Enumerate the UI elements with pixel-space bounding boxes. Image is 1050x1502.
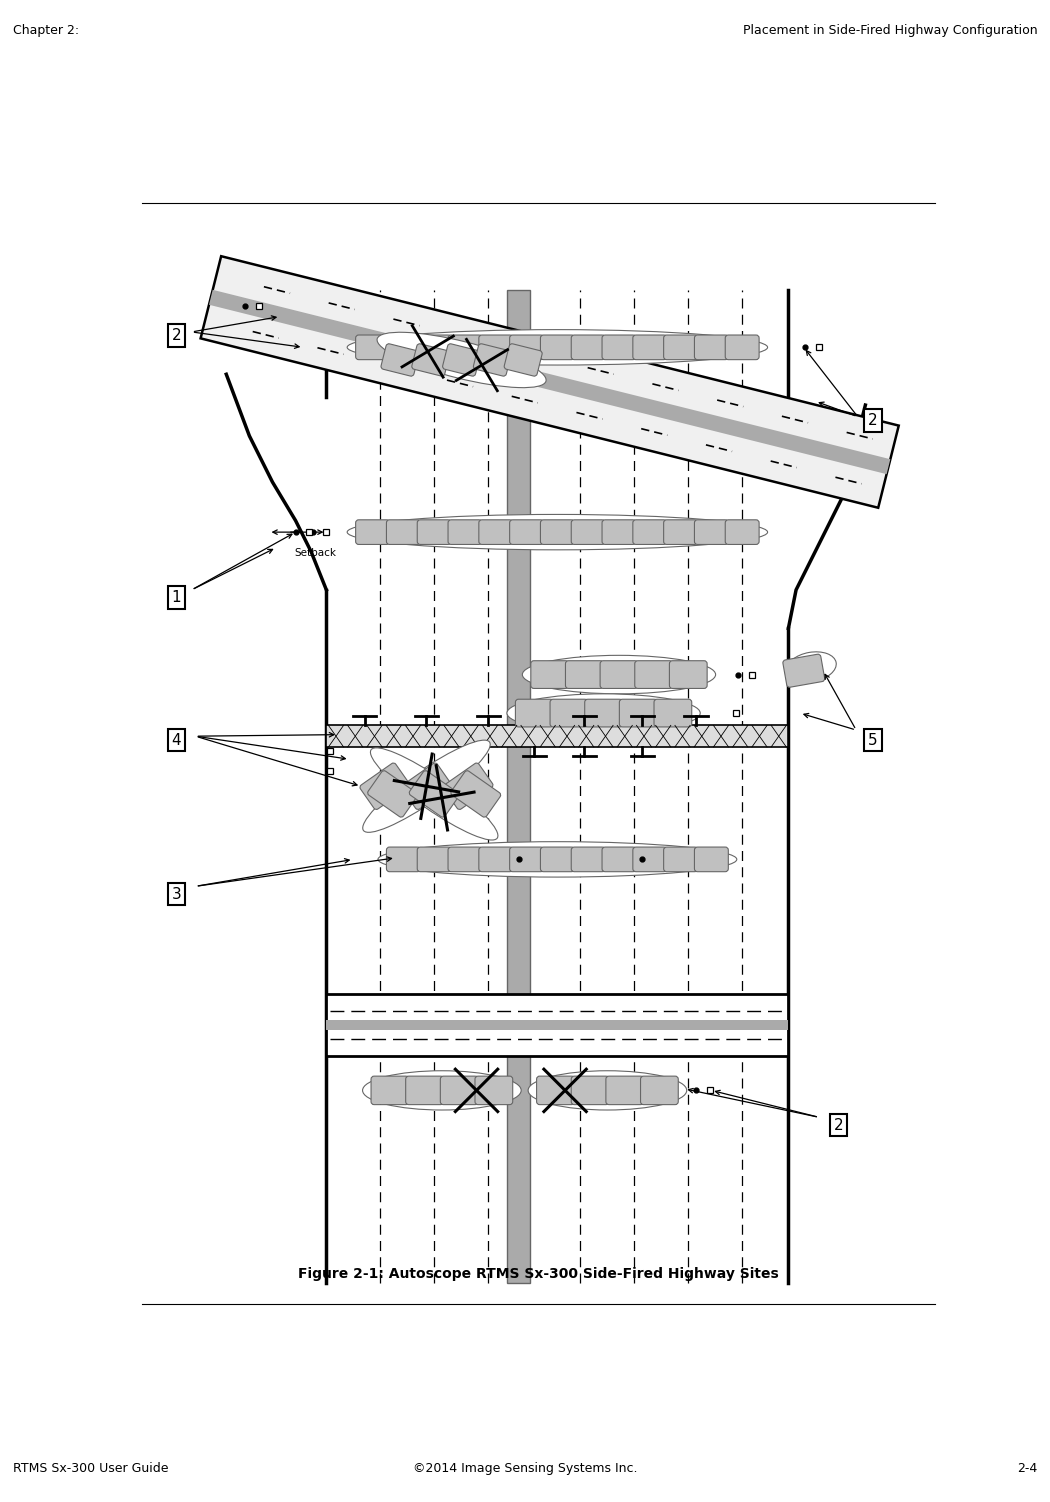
- FancyBboxPatch shape: [566, 661, 603, 688]
- FancyBboxPatch shape: [537, 1075, 574, 1104]
- FancyBboxPatch shape: [386, 335, 420, 359]
- FancyBboxPatch shape: [602, 520, 636, 544]
- Ellipse shape: [371, 748, 498, 840]
- FancyBboxPatch shape: [585, 700, 623, 727]
- FancyBboxPatch shape: [448, 335, 482, 359]
- FancyBboxPatch shape: [417, 520, 452, 544]
- FancyBboxPatch shape: [440, 1075, 478, 1104]
- Bar: [327, 994, 789, 1056]
- FancyBboxPatch shape: [443, 344, 481, 376]
- Text: RTMS Sx-300 User Guide: RTMS Sx-300 User Guide: [13, 1461, 168, 1475]
- Polygon shape: [209, 290, 890, 475]
- FancyBboxPatch shape: [479, 335, 512, 359]
- Polygon shape: [201, 257, 899, 508]
- FancyBboxPatch shape: [571, 1075, 609, 1104]
- FancyBboxPatch shape: [474, 344, 511, 376]
- FancyBboxPatch shape: [450, 771, 501, 817]
- Ellipse shape: [348, 514, 768, 550]
- FancyBboxPatch shape: [356, 335, 390, 359]
- FancyBboxPatch shape: [783, 655, 824, 688]
- Ellipse shape: [378, 841, 737, 877]
- Text: Figure 2-1: Autoscope RTMS Sx-300 Side-Fired Highway Sites: Figure 2-1: Autoscope RTMS Sx-300 Side-F…: [298, 1268, 778, 1281]
- Ellipse shape: [786, 652, 836, 682]
- FancyBboxPatch shape: [640, 1075, 678, 1104]
- FancyBboxPatch shape: [541, 847, 574, 871]
- FancyBboxPatch shape: [386, 847, 420, 871]
- Text: 2: 2: [868, 413, 878, 428]
- Ellipse shape: [377, 332, 546, 388]
- Text: ©2014 Image Sensing Systems Inc.: ©2014 Image Sensing Systems Inc.: [413, 1461, 637, 1475]
- Ellipse shape: [362, 740, 490, 832]
- Text: 2-4: 2-4: [1017, 1461, 1037, 1475]
- FancyBboxPatch shape: [602, 847, 636, 871]
- FancyBboxPatch shape: [654, 700, 692, 727]
- FancyBboxPatch shape: [410, 771, 459, 817]
- FancyBboxPatch shape: [601, 661, 637, 688]
- FancyBboxPatch shape: [504, 344, 542, 376]
- Text: 2: 2: [834, 1117, 843, 1133]
- Ellipse shape: [522, 655, 716, 694]
- FancyBboxPatch shape: [550, 700, 588, 727]
- FancyBboxPatch shape: [633, 335, 667, 359]
- Text: 2: 2: [171, 329, 181, 344]
- FancyBboxPatch shape: [606, 1075, 644, 1104]
- FancyBboxPatch shape: [635, 661, 672, 688]
- FancyBboxPatch shape: [726, 520, 759, 544]
- FancyBboxPatch shape: [401, 763, 452, 810]
- Ellipse shape: [507, 694, 700, 733]
- FancyBboxPatch shape: [509, 520, 544, 544]
- FancyBboxPatch shape: [405, 1075, 443, 1104]
- Text: Placement in Side-Fired Highway Configuration: Placement in Side-Fired Highway Configur…: [742, 24, 1037, 38]
- FancyBboxPatch shape: [694, 520, 729, 544]
- Bar: [327, 725, 789, 746]
- FancyBboxPatch shape: [356, 520, 390, 544]
- FancyBboxPatch shape: [633, 847, 667, 871]
- FancyBboxPatch shape: [571, 847, 605, 871]
- FancyBboxPatch shape: [664, 847, 697, 871]
- FancyBboxPatch shape: [664, 520, 697, 544]
- Text: 5: 5: [868, 733, 878, 748]
- FancyBboxPatch shape: [386, 520, 420, 544]
- FancyBboxPatch shape: [531, 661, 568, 688]
- FancyBboxPatch shape: [633, 520, 667, 544]
- FancyBboxPatch shape: [516, 700, 553, 727]
- FancyBboxPatch shape: [664, 335, 697, 359]
- Text: 3: 3: [171, 886, 181, 901]
- FancyBboxPatch shape: [448, 847, 482, 871]
- Text: Setback: Setback: [294, 548, 336, 557]
- FancyBboxPatch shape: [448, 520, 482, 544]
- FancyBboxPatch shape: [443, 763, 493, 810]
- Ellipse shape: [528, 1071, 687, 1110]
- Ellipse shape: [362, 1071, 521, 1110]
- FancyBboxPatch shape: [412, 344, 449, 376]
- FancyBboxPatch shape: [670, 661, 707, 688]
- Bar: [507, 290, 530, 1283]
- Text: 1: 1: [171, 590, 181, 605]
- FancyBboxPatch shape: [571, 335, 605, 359]
- Text: Chapter 2:: Chapter 2:: [13, 24, 79, 38]
- FancyBboxPatch shape: [602, 335, 636, 359]
- FancyBboxPatch shape: [371, 1075, 408, 1104]
- Text: 4: 4: [171, 733, 181, 748]
- FancyBboxPatch shape: [509, 847, 544, 871]
- FancyBboxPatch shape: [417, 335, 452, 359]
- FancyBboxPatch shape: [571, 520, 605, 544]
- FancyBboxPatch shape: [475, 1075, 512, 1104]
- FancyBboxPatch shape: [381, 344, 419, 376]
- FancyBboxPatch shape: [620, 700, 657, 727]
- FancyBboxPatch shape: [479, 847, 512, 871]
- FancyBboxPatch shape: [541, 335, 574, 359]
- FancyBboxPatch shape: [694, 335, 729, 359]
- FancyBboxPatch shape: [417, 847, 452, 871]
- Bar: [327, 1020, 789, 1030]
- FancyBboxPatch shape: [694, 847, 729, 871]
- FancyBboxPatch shape: [360, 763, 410, 810]
- Ellipse shape: [348, 329, 768, 365]
- FancyBboxPatch shape: [541, 520, 574, 544]
- FancyBboxPatch shape: [479, 520, 512, 544]
- FancyBboxPatch shape: [368, 771, 418, 817]
- FancyBboxPatch shape: [509, 335, 544, 359]
- FancyBboxPatch shape: [726, 335, 759, 359]
